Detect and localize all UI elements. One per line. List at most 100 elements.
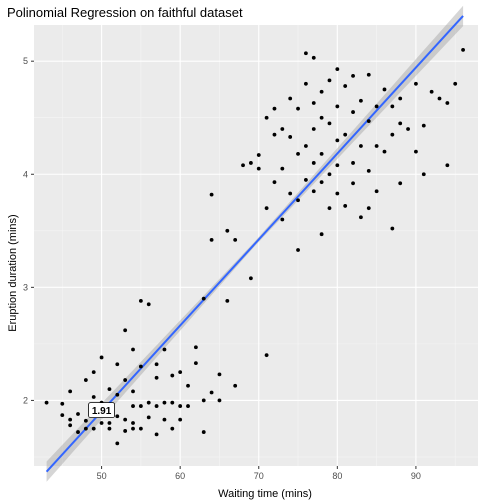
data-point <box>264 115 269 120</box>
data-point <box>272 106 277 111</box>
annotation-label: 1.91 <box>88 402 115 418</box>
data-point <box>421 123 426 128</box>
data-point <box>335 104 340 109</box>
data-point <box>359 144 363 148</box>
annotation-text: 1.91 <box>92 406 112 417</box>
data-point <box>138 426 143 431</box>
data-point <box>76 430 80 434</box>
data-point <box>390 226 395 231</box>
data-point <box>311 127 316 131</box>
data-point <box>123 429 128 433</box>
data-point <box>209 192 214 197</box>
data-point <box>91 395 96 399</box>
data-point <box>453 81 458 86</box>
data-point <box>201 296 206 301</box>
data-point <box>366 206 371 211</box>
y-tick-label: 3 <box>23 282 28 292</box>
data-point <box>154 362 159 367</box>
data-point <box>374 104 379 109</box>
data-point <box>68 423 73 428</box>
data-point <box>233 237 238 242</box>
data-point <box>327 172 332 177</box>
data-point <box>233 383 238 388</box>
data-point <box>209 390 214 395</box>
data-point <box>374 189 379 194</box>
data-point <box>131 347 135 352</box>
data-point <box>445 101 450 105</box>
data-point <box>99 355 104 360</box>
data-point <box>201 430 206 434</box>
data-point <box>335 138 340 143</box>
data-point <box>296 248 300 252</box>
data-point <box>429 89 434 94</box>
data-point <box>115 441 120 446</box>
data-point <box>288 191 293 196</box>
data-point <box>91 370 96 375</box>
data-point <box>60 413 65 418</box>
data-point <box>83 378 88 382</box>
data-point <box>178 370 183 375</box>
data-point <box>398 121 403 126</box>
data-point <box>131 389 135 394</box>
data-point <box>296 198 300 203</box>
data-point <box>83 426 88 431</box>
data-point <box>343 204 348 208</box>
data-point <box>311 101 316 105</box>
data-point <box>162 347 167 352</box>
data-point <box>359 215 363 220</box>
data-point <box>280 166 285 171</box>
data-point <box>83 418 88 423</box>
data-point <box>382 149 387 154</box>
major-gridlines <box>34 25 478 466</box>
data-point <box>154 432 159 437</box>
data-point <box>193 345 198 350</box>
data-point <box>201 398 206 403</box>
data-point <box>280 217 285 222</box>
y-tick-label: 2 <box>23 395 28 405</box>
data-point <box>319 180 324 185</box>
data-point <box>107 421 112 425</box>
x-axis-title: Waiting time (mins) <box>218 488 312 500</box>
minor-gridlines <box>34 25 478 466</box>
data-point <box>437 96 442 101</box>
data-point <box>264 353 269 358</box>
data-point <box>154 404 159 408</box>
data-point <box>296 152 300 156</box>
data-point <box>327 121 332 126</box>
data-point <box>193 361 198 365</box>
data-point <box>99 421 104 425</box>
data-point <box>366 72 371 77</box>
data-point <box>343 132 348 137</box>
data-point <box>170 426 175 431</box>
data-point <box>123 328 128 333</box>
data-point <box>60 401 65 406</box>
data-point <box>162 417 167 422</box>
data-point <box>327 78 332 83</box>
data-point <box>138 404 143 408</box>
data-point <box>398 181 403 186</box>
data-point <box>170 400 175 405</box>
data-point <box>390 104 395 109</box>
data-point <box>335 191 340 196</box>
data-point <box>296 106 300 111</box>
data-point <box>91 426 96 431</box>
data-point <box>225 228 230 233</box>
data-point <box>178 404 183 408</box>
data-point <box>131 421 135 425</box>
data-point <box>445 163 450 168</box>
data-point <box>382 87 387 92</box>
data-point <box>288 135 293 139</box>
data-point <box>304 178 308 182</box>
data-point <box>351 110 355 114</box>
data-point <box>359 98 363 103</box>
data-point <box>146 400 151 405</box>
data-point <box>414 149 418 154</box>
data-point <box>406 127 410 131</box>
data-point <box>319 89 324 94</box>
data-point <box>131 404 135 408</box>
data-point <box>264 206 269 211</box>
data-point <box>351 161 355 165</box>
data-point <box>115 392 120 397</box>
data-point <box>366 168 371 173</box>
